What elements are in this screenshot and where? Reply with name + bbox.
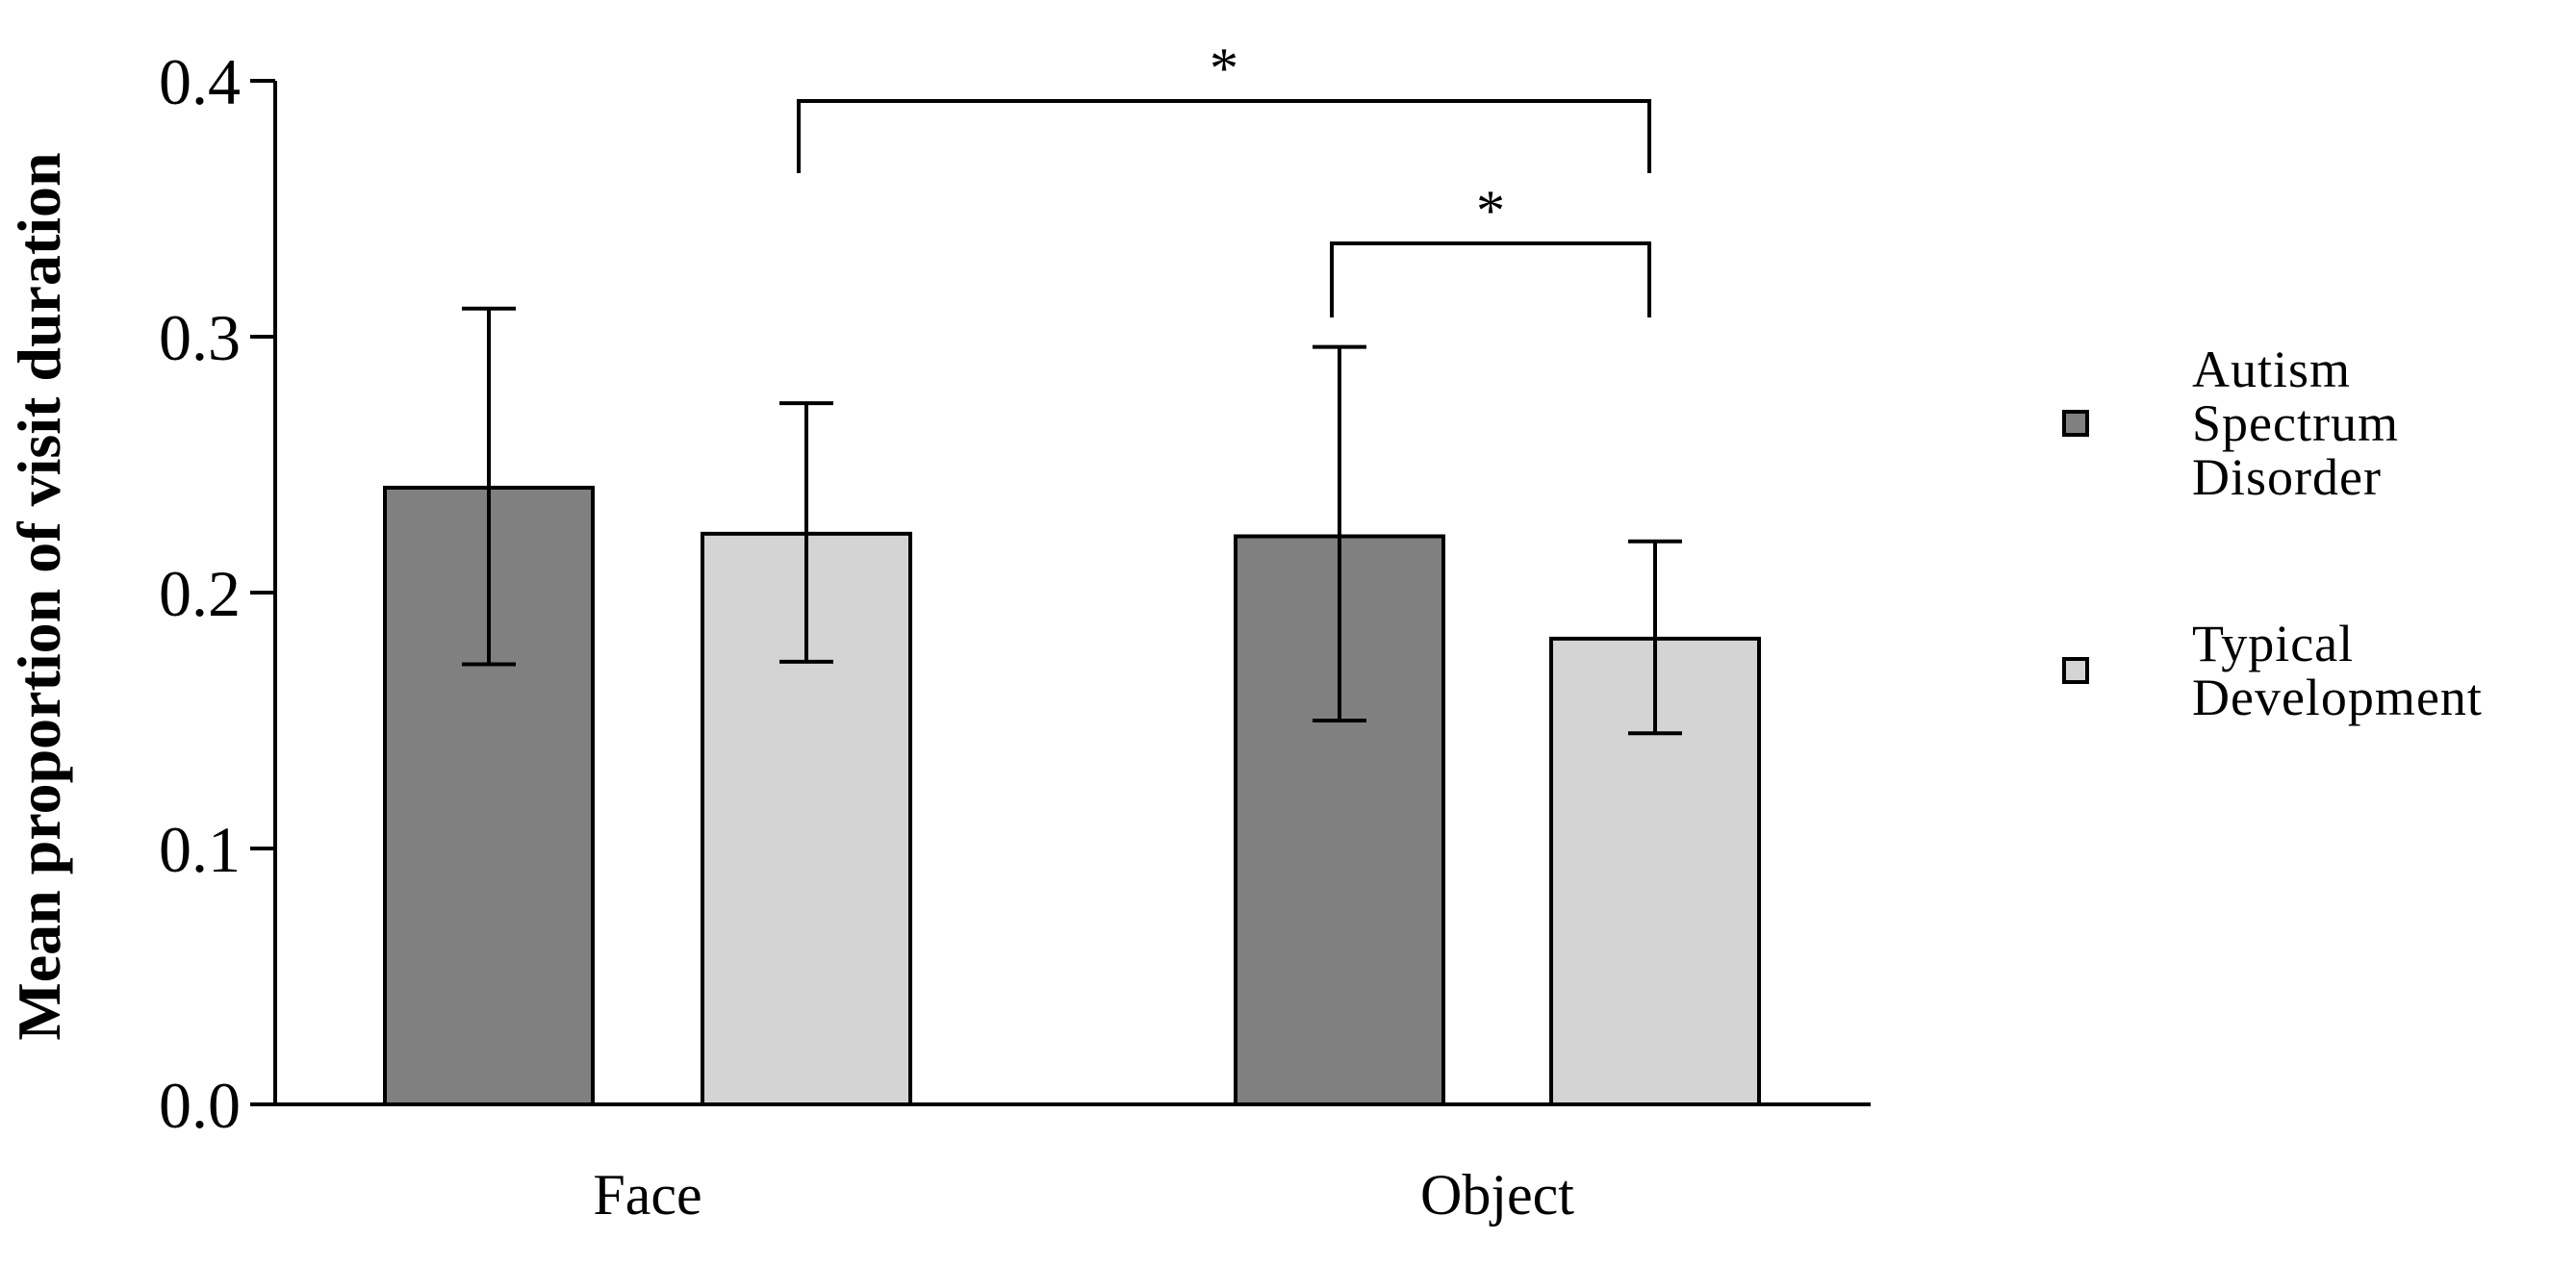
y-tick-label-1: 0.1 [159,813,241,886]
y-tick-label-3: 0.3 [159,301,241,374]
axes: 0.0 0.1 0.2 0.3 0.4 Face Object [159,45,1871,1227]
legend: Autism Spectrum Disorder Typical Development [2062,341,2483,726]
y-tick-label-2: 0.2 [159,557,241,630]
significance-brackets: ** [797,37,1651,317]
y-axis-label: Mean proportion of visit duration [5,152,73,1040]
significance-label-1: * [1476,179,1505,242]
legend-label-0: Autism Spectrum Disorder [2192,341,2399,506]
bars [383,485,1761,1106]
legend-label-line-0-1: Spectrum [2192,394,2399,452]
legend-swatch-0 [2062,410,2089,437]
x-category-label-0: Face [593,1163,701,1227]
legend-swatch-1 [2062,657,2089,684]
legend-label-line-0-2: Disorder [2192,448,2382,506]
significance-bracket-1 [1330,241,1651,317]
significance-bracket-0 [797,99,1651,173]
y-tick-label-0: 0.0 [159,1069,241,1142]
legend-label-1: Typical Development [2192,615,2483,726]
legend-label-line-1-1: Development [2192,669,2483,726]
legend-label-line-0-0: Autism [2192,341,2351,398]
error-bars [462,306,1682,736]
significance-label-0: * [1210,37,1238,100]
x-category-label-1: Object [1420,1163,1574,1227]
y-tick-label-4: 0.4 [159,45,241,118]
legend-label-line-1-0: Typical [2192,615,2354,672]
